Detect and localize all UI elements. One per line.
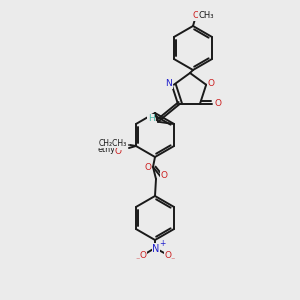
Text: N: N [152,244,160,254]
Text: O: O [160,172,167,181]
Text: N: N [166,79,172,88]
Text: H: H [148,114,154,123]
Text: ⁻: ⁻ [136,256,140,265]
Text: O: O [140,251,146,260]
Text: O: O [164,251,172,260]
Text: O: O [145,163,152,172]
Text: ⁻: ⁻ [171,256,175,265]
Text: O: O [120,140,127,149]
Text: CH₂CH₃: CH₂CH₃ [99,139,127,148]
Text: O: O [208,79,215,88]
Text: +: + [159,239,165,248]
Text: O: O [193,11,200,20]
Text: CH₃: CH₃ [198,11,214,20]
Text: O: O [115,146,122,155]
Text: O: O [119,143,126,152]
Text: ethyl: ethyl [98,146,118,154]
Text: O: O [214,99,221,108]
